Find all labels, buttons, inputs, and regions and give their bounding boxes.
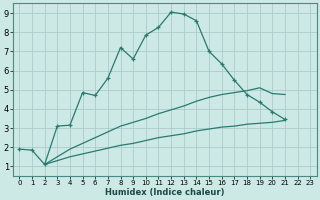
X-axis label: Humidex (Indice chaleur): Humidex (Indice chaleur) [105, 188, 225, 197]
